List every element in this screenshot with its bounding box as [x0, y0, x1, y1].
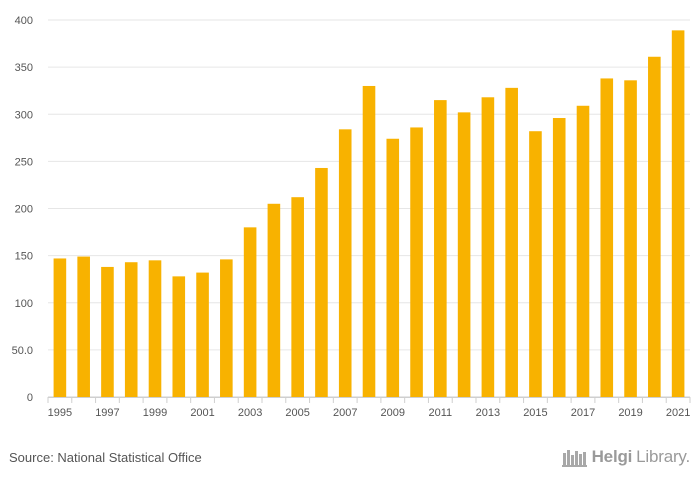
bar: [410, 127, 423, 397]
bar: [600, 78, 614, 397]
bar: [457, 112, 471, 398]
bar: [172, 276, 186, 397]
bar: [386, 138, 400, 397]
bar: [53, 258, 67, 397]
y-tick-label: 350: [15, 62, 33, 74]
bar: [101, 266, 114, 397]
bar: [529, 131, 542, 397]
bar-chart: 0 50.0 100 150 200 250 300 350 400 1995 1997 1999 20…: [12, 15, 691, 419]
bar: [434, 100, 447, 398]
source-note: Source: National Statistical Office: [9, 450, 202, 465]
bar: [552, 118, 566, 398]
x-tick-label: 2001: [190, 407, 214, 419]
bar: [362, 85, 376, 397]
y-tick-label: 250: [15, 156, 33, 168]
brand-name-regular: Library.: [636, 447, 690, 466]
x-tick-label: 2021: [666, 407, 690, 419]
bar: [576, 105, 590, 397]
y-tick-label: 300: [15, 109, 33, 121]
bar: [505, 87, 518, 398]
bar: [267, 203, 281, 397]
footer: Source: National Statistical Office Helg…: [0, 440, 700, 483]
x-tick-label: 2007: [333, 407, 357, 419]
y-tick-label: 50.0: [12, 345, 33, 357]
y-tick-label: 0: [27, 392, 33, 404]
y-tick-label: 150: [15, 251, 33, 263]
x-tick-label: 2013: [476, 407, 500, 419]
x-tick-label: 1995: [48, 407, 72, 419]
bar: [77, 256, 90, 397]
bar: [671, 30, 685, 398]
bar: [124, 262, 138, 397]
x-tick-label: 1999: [143, 407, 167, 419]
bar: [291, 197, 304, 397]
bar: [220, 259, 233, 397]
x-tick-label: 2011: [429, 407, 453, 419]
bar: [148, 260, 162, 397]
bar: [315, 167, 328, 397]
x-tick-label: 2009: [381, 407, 405, 419]
y-tick-label: 200: [15, 204, 33, 216]
brand-logo[interactable]: Helgi Library.: [561, 447, 690, 467]
bar: [624, 80, 637, 397]
x-tick-label: 1997: [95, 407, 119, 419]
x-tick-label: 2005: [285, 407, 309, 419]
bar: [196, 272, 209, 397]
y-tick-label: 100: [15, 298, 33, 310]
x-tick-label: 2019: [618, 407, 642, 419]
x-tick-label: 2015: [523, 407, 547, 419]
bar: [481, 97, 495, 397]
x-tick-label: 2003: [238, 407, 262, 419]
y-tick-label: 400: [15, 15, 33, 27]
bar: [338, 129, 352, 397]
bar: [648, 56, 661, 397]
bar: [243, 227, 257, 397]
brand-name-bold: Helgi: [591, 447, 633, 466]
x-tick-label: 2017: [571, 407, 595, 419]
library-icon: [561, 450, 587, 467]
chart-area: 0 50.0 100 150 200 250 300 350 400 1995 1997 1999 20…: [12, 15, 691, 419]
